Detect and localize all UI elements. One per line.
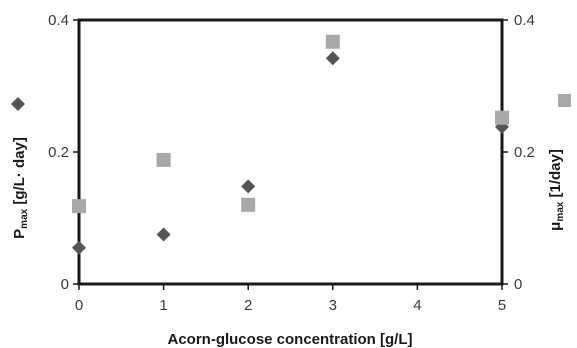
square-point (495, 110, 509, 125)
square-point (241, 197, 256, 212)
square-point (72, 199, 86, 214)
left-y-axis-ticks: 0 0.2 0.4 (48, 12, 79, 293)
left-y-tick-label: 0.4 (48, 12, 69, 29)
x-tick-label: 0 (75, 297, 83, 314)
square-point (325, 34, 340, 49)
square-point (156, 152, 171, 167)
right-y-tick-label: 0.2 (514, 144, 535, 161)
right-y-tick-label: 0.4 (514, 12, 535, 29)
left-y-axis-label: Pmax [g/L· day] (11, 137, 30, 239)
left-y-tick-label: 0 (61, 276, 69, 293)
x-tick-label: 4 (413, 297, 421, 314)
x-tick-label: 1 (159, 297, 167, 314)
x-axis-label: Acorn-glucose concentration [g/L] (167, 331, 412, 348)
diamond-point (72, 240, 86, 255)
plot-area-frame (77, 18, 504, 286)
right-y-axis-ticks: 0 0.2 0.4 (502, 12, 535, 293)
x-axis-ticks: 0 1 2 3 4 5 (75, 284, 506, 314)
right-axis-legend-square (558, 94, 571, 107)
x-tick-label: 3 (329, 297, 337, 314)
left-y-tick-label: 0.2 (48, 144, 69, 161)
right-y-tick-label: 0 (514, 276, 522, 293)
diamond-point (241, 179, 256, 194)
data-points (72, 34, 509, 255)
x-tick-label: 5 (498, 297, 506, 314)
diamond-point (325, 51, 340, 66)
left-axis-legend-diamond (11, 97, 25, 111)
x-tick-label: 2 (244, 297, 252, 314)
diamond-point (156, 227, 171, 242)
right-y-axis-label: μmax [1/day] (547, 149, 566, 231)
